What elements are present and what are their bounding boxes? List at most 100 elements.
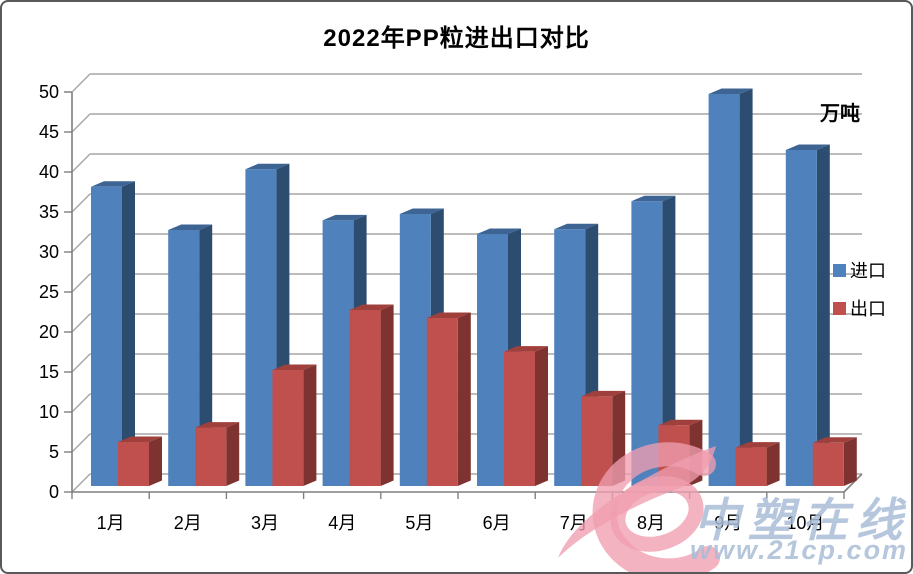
bar-export-m9 — [735, 442, 780, 486]
bar-front-face — [349, 310, 381, 486]
x-axis-label: 7月 — [560, 513, 588, 533]
bar-front-face — [504, 351, 535, 486]
bar-top-face — [322, 214, 367, 221]
bar-top-face — [658, 419, 703, 426]
gridline-slant — [71, 233, 91, 253]
bar-side-face — [226, 422, 240, 486]
bar-export-m3 — [272, 364, 317, 486]
bar-export-m6 — [504, 346, 548, 486]
y-axis-label: 15 — [39, 362, 59, 382]
bar-side-face — [739, 88, 753, 486]
gridline-slant — [71, 473, 91, 493]
bar-side-face — [457, 312, 471, 486]
unit-label: 万吨 — [820, 103, 860, 125]
bar-front-face — [118, 442, 149, 486]
bar-top-face — [91, 181, 135, 187]
bar-front-face — [658, 425, 690, 486]
bar-import-m1 — [91, 181, 135, 487]
gridline-slant — [71, 113, 91, 133]
bar-side-face — [689, 419, 703, 486]
bar-side-face — [662, 195, 676, 486]
bar-top-face — [581, 390, 626, 397]
bar-top-face — [812, 437, 857, 443]
bar-top-face — [245, 163, 290, 170]
legend-swatch-import — [833, 264, 846, 277]
x-axis-label: 4月 — [328, 513, 356, 533]
y-axis-label: 30 — [39, 242, 59, 262]
bar-top-face — [195, 422, 240, 428]
bar-top-face — [785, 144, 830, 150]
bar-side-face — [535, 346, 548, 486]
y-axis-label: 0 — [49, 482, 59, 502]
bar-top-face — [168, 224, 213, 230]
bar-side-face — [199, 224, 213, 486]
bar-front-face — [245, 169, 277, 486]
bar-front-face — [399, 214, 431, 486]
x-axis-label: 3月 — [251, 513, 279, 533]
y-axis-label: 45 — [39, 122, 59, 142]
gridline-slant — [71, 393, 91, 413]
bar-top-face — [349, 304, 394, 310]
gridline-slant — [71, 193, 91, 213]
bar-export-m4 — [349, 304, 394, 486]
floor-right-edge — [843, 473, 863, 493]
bar-top-face — [118, 436, 162, 442]
bar-side-face — [149, 436, 162, 486]
gridline-slant — [71, 433, 91, 453]
y-axis-label: 10 — [39, 402, 59, 422]
bar-front-face — [195, 427, 227, 486]
bar-import-m2 — [168, 224, 213, 486]
y-axis-label: 35 — [39, 202, 59, 222]
bars — [91, 88, 857, 487]
bar-front-face — [812, 442, 844, 486]
x-axis-label: 10月 — [786, 513, 824, 533]
bar-top-face — [735, 442, 780, 448]
y-axis-label: 50 — [39, 82, 59, 102]
x-axis-label: 2月 — [174, 513, 202, 533]
bar-front-face — [735, 447, 767, 486]
x-axis-label: 1月 — [97, 513, 125, 533]
gridline-slant — [71, 313, 91, 333]
bar-front-face — [554, 229, 586, 486]
y-axis-label: 5 — [49, 442, 59, 462]
bar-side-face — [816, 144, 830, 486]
bar-top-face — [272, 364, 317, 370]
legend-label-export: 出口 — [850, 299, 886, 319]
x-axis-label: 6月 — [483, 513, 511, 533]
bar-front-face — [426, 318, 458, 486]
bar-side-face — [843, 437, 857, 486]
bar-side-face — [612, 390, 626, 486]
bar-top-face — [477, 228, 521, 234]
bar-front-face — [322, 220, 354, 486]
bar-export-m10 — [812, 437, 857, 486]
bar-export-m5 — [426, 312, 471, 486]
bar-top-face — [399, 208, 444, 214]
bar-front-face — [272, 370, 304, 486]
gridline-slant — [71, 273, 91, 293]
bar-export-m1 — [118, 436, 162, 486]
bar-front-face — [581, 396, 613, 486]
x-axis-label: 5月 — [405, 513, 433, 533]
bar-front-face — [785, 150, 817, 486]
bar-front-face — [168, 230, 200, 486]
bar-side-face — [303, 364, 317, 486]
bar-side-face — [122, 181, 135, 487]
y-axis-label: 25 — [39, 282, 59, 302]
x-axis-label: 9月 — [714, 513, 742, 533]
bar-top-face — [631, 195, 676, 202]
y-axis-label: 20 — [39, 322, 59, 342]
x-axis-label: 8月 — [637, 513, 665, 533]
bar-front-face — [631, 201, 663, 486]
bar-front-face — [708, 94, 740, 486]
bar-export-m2 — [195, 422, 240, 486]
bar-top-face — [554, 223, 599, 230]
gridline-slant — [71, 73, 91, 93]
legend-label-import: 进口 — [850, 261, 886, 281]
bar-export-m7 — [581, 390, 626, 486]
bar-export-m8 — [658, 419, 703, 486]
chart-title: 2022年PP粒进出口对比 — [323, 25, 590, 52]
bar-side-face — [766, 442, 780, 486]
